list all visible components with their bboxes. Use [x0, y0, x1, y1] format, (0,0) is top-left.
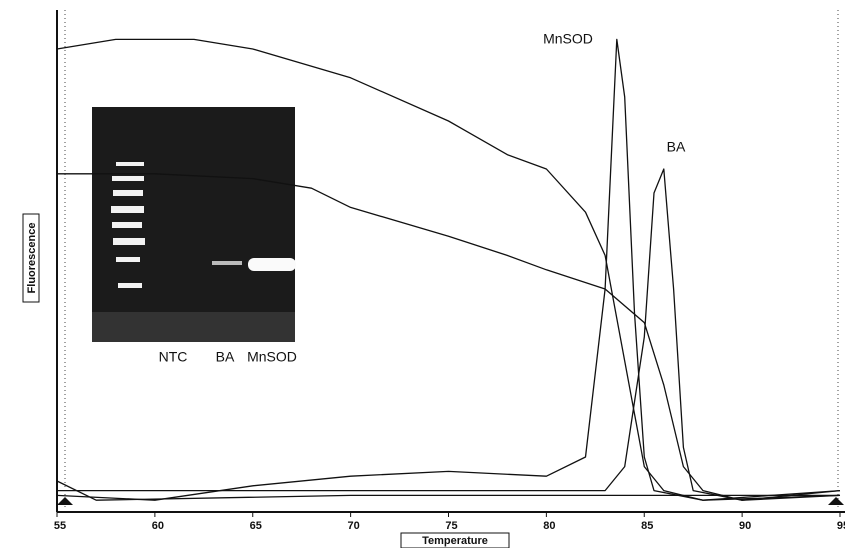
label-box [400, 532, 510, 548]
marker [57, 497, 73, 505]
x-axis-label: Temperature [422, 535, 488, 547]
x-tick-label: 75 [445, 520, 457, 532]
annotation: MnSOD [543, 31, 593, 47]
x-tick-label: 60 [152, 520, 164, 532]
x-tick-label: 80 [543, 520, 555, 532]
melt-curve [57, 173, 841, 501]
ladder [111, 162, 145, 288]
band [212, 261, 242, 265]
melt-curve [56, 480, 840, 501]
gel-well [92, 312, 295, 342]
gel-inset [92, 107, 296, 342]
x-tick-label: 85 [641, 520, 653, 532]
annotation: BA [667, 139, 686, 155]
melt-curve [56, 38, 841, 501]
melt-curve [56, 38, 841, 501]
x-tick-label: 95 [837, 520, 845, 532]
lane-label: MnSOD [247, 349, 297, 365]
marker [828, 497, 844, 505]
x-tick-label: 65 [250, 520, 262, 532]
lane-label: NTC [159, 349, 188, 365]
label-box [22, 213, 40, 303]
y-label-group: Fluorescence [22, 213, 40, 303]
x-tick-label: 90 [739, 520, 751, 532]
melt-curve [57, 168, 841, 501]
lane-label: BA [216, 349, 235, 365]
band [248, 258, 296, 271]
x-tick-label: 70 [348, 520, 360, 532]
y-axis-label: Fluorescence [26, 223, 38, 294]
x-tick-label: 55 [54, 520, 66, 532]
